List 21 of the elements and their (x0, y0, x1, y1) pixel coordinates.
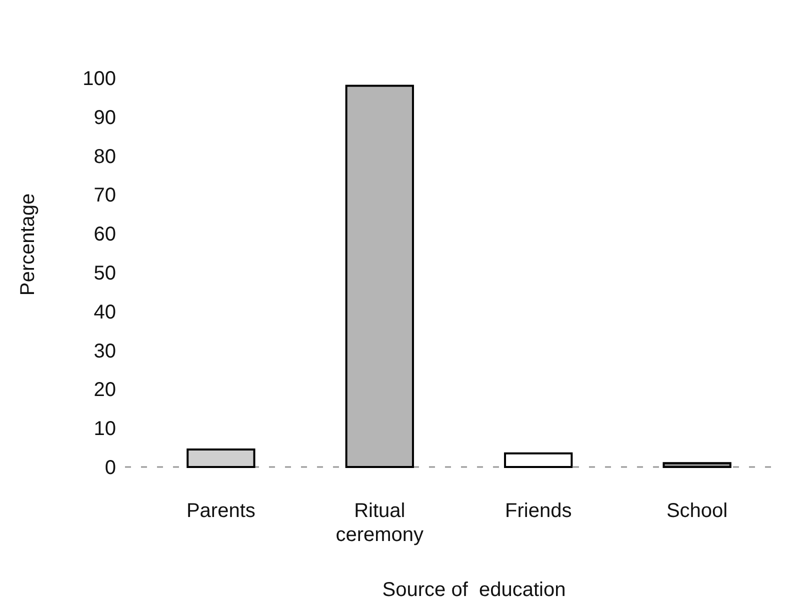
y-tick-label: 20 (94, 379, 116, 402)
x-axis-title: Source of education (382, 579, 566, 601)
y-tick-label: 0 (104, 457, 116, 479)
x-tick-label: School (666, 500, 728, 522)
x-tick-label: Ritual ceremony (336, 500, 424, 546)
bar (662, 462, 732, 468)
y-tick-label: 10 (94, 418, 116, 440)
bar (345, 84, 414, 468)
bar (186, 448, 256, 468)
bar (504, 452, 573, 468)
y-tick-label: 100 (82, 68, 116, 90)
y-tick-label: 30 (94, 340, 116, 362)
y-tick-label: 90 (94, 106, 116, 129)
y-tick-label: 80 (94, 146, 116, 168)
x-tick-label: Parents (186, 500, 256, 522)
y-tick-label: 70 (94, 184, 116, 207)
y-tick-label: 50 (94, 262, 116, 284)
y-axis-title: Percentage (17, 193, 39, 296)
y-tick-label: 60 (94, 224, 116, 246)
x-tick-label: Friends (505, 500, 572, 522)
y-tick-label: 40 (94, 301, 116, 324)
